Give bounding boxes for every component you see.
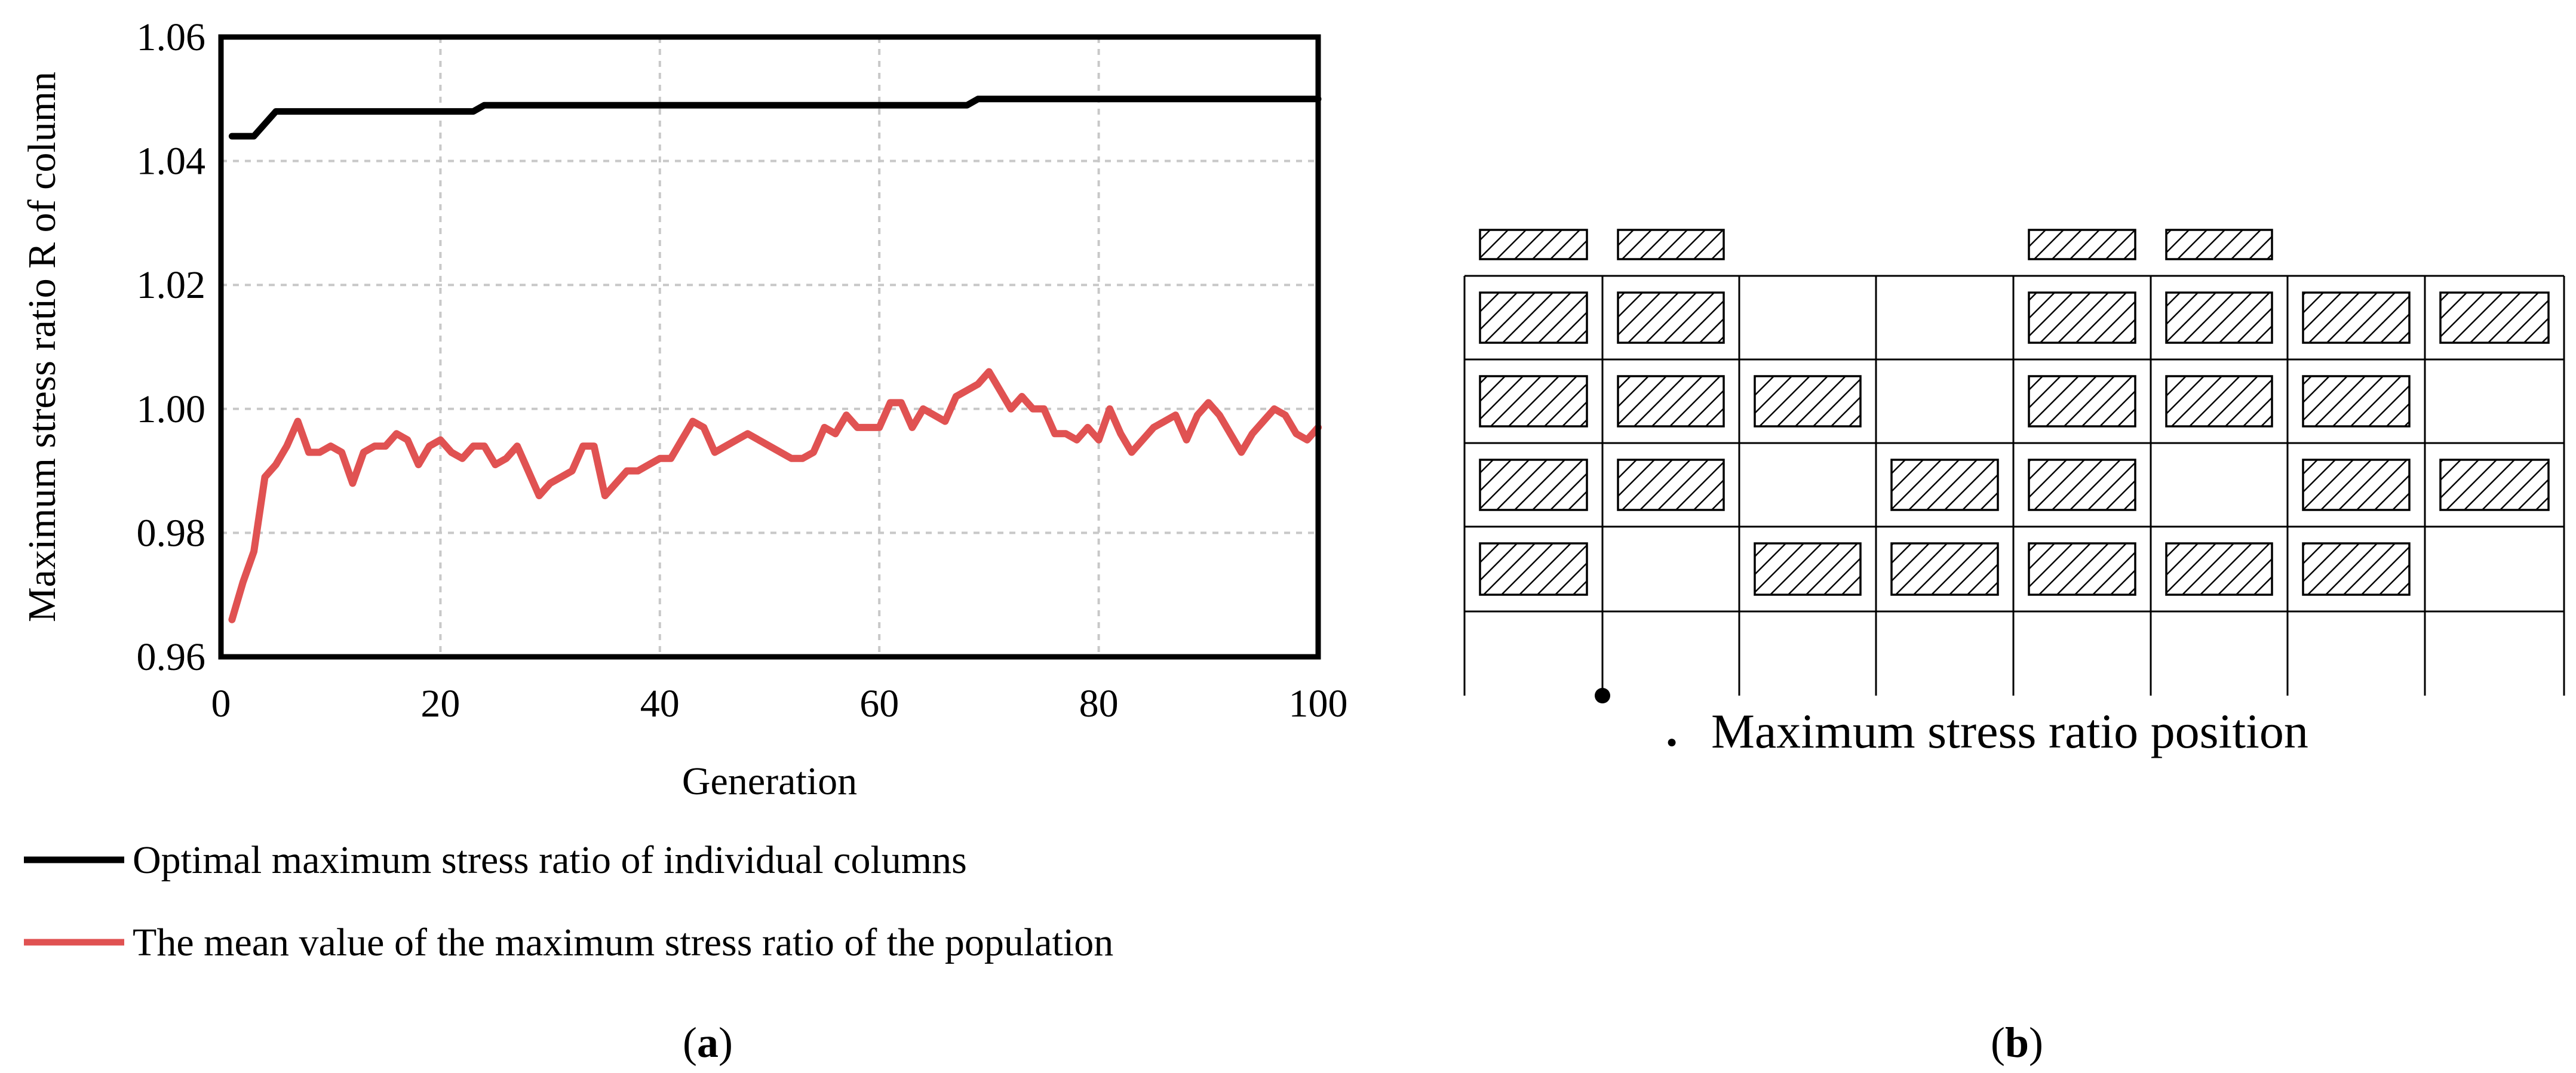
chart-legend: Optimal maximum stress ratio of individu… [24,838,1113,964]
hatched-member [2302,291,2411,344]
x-tick-label: 60 [859,682,899,725]
panel-label-a: (a) [683,1019,733,1066]
hatched-member [1479,291,1588,344]
hatched-member [2165,542,2273,596]
panel-label-b-close: ) [2029,1019,2043,1066]
hatched-member [1754,542,1862,596]
panel-label-b-open: ( [1991,1019,2005,1066]
hatched-member [2028,291,2136,344]
y-tick-label: 1.02 [137,263,206,307]
hatched-member [1479,542,1588,596]
hatched-member [2302,542,2411,596]
max-stress-ratio-marker [1595,688,1610,703]
hatched-member [1890,542,1999,596]
series-line-optimal [228,96,1322,140]
hatched-member [1479,459,1588,511]
hatched-member [1754,375,1862,428]
x-tick-label: 40 [640,682,680,725]
chart-panel-a: 0 20 40 60 80 100 0.96 0.98 1.00 1.02 1.04 1.06 Gen… [20,16,1348,1066]
hatched-member [2028,459,2136,511]
hatched-member [1617,375,1725,428]
hatched-member [2165,229,2273,260]
hatched-member [1617,229,1725,260]
y-tick-label: 1.06 [137,16,206,59]
chart-grid [221,37,1318,657]
y-axis-label: Maximum stress ratio R of column [20,72,64,622]
x-tick-label: 0 [211,682,231,725]
hatched-members [1479,229,2550,596]
y-tick-label: 0.98 [137,511,206,555]
legend-bullet-icon: ● [1666,732,1677,752]
hatched-member [2302,459,2411,511]
hatched-member [2439,459,2550,511]
panel-label-a-letter: a [697,1019,719,1066]
legend-label-mean: The mean value of the maximum stress rat… [133,921,1113,964]
hatched-member [2439,291,2550,344]
hatched-member [2028,542,2136,596]
hatched-member [2028,229,2136,260]
frame-grid [1463,275,2565,696]
panel-label-b-letter: b [2005,1019,2029,1066]
hatched-member [1479,229,1588,260]
x-tick-label: 80 [1079,682,1119,725]
tick-labels: 0 20 40 60 80 100 0.96 0.98 1.00 1.02 1.04 1.06 [137,16,1348,725]
hatched-member [2302,375,2411,428]
hatched-member [1617,459,1725,511]
y-tick-label: 1.04 [137,140,206,183]
hatched-member [1890,459,1999,511]
hatched-member [1617,291,1725,344]
plot-frame [218,34,1321,660]
x-axis-label: Generation [682,760,857,803]
legend-label-optimal: Optimal maximum stress ratio of individu… [133,838,967,882]
panel-label-a-open: ( [683,1019,697,1066]
series-line-mean [228,368,1322,623]
hatched-member [2165,291,2273,344]
legend-label-max-stress: Maximum stress ratio position [1711,704,2308,758]
x-tick-label: 100 [1289,682,1348,725]
diagram-panel-b: ● Maximum stress ratio position (b) [1463,229,2565,1066]
hatched-member [1479,375,1588,428]
panel-label-b: (b) [1991,1019,2043,1066]
hatched-member [2028,375,2136,428]
y-tick-label: 0.96 [137,635,206,679]
chart-series-group [228,96,1322,623]
x-tick-label: 20 [420,682,460,725]
y-tick-label: 1.00 [137,388,206,431]
panel-label-a-close: ) [719,1019,733,1066]
hatched-member [2165,375,2273,428]
